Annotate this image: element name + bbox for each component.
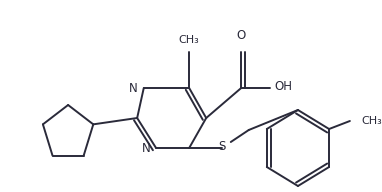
Text: OH: OH	[274, 80, 292, 94]
Text: O: O	[236, 29, 246, 42]
Text: CH₃: CH₃	[361, 116, 382, 126]
Text: N: N	[129, 81, 138, 94]
Text: CH₃: CH₃	[179, 35, 199, 45]
Text: N: N	[142, 142, 151, 156]
Text: S: S	[219, 141, 226, 153]
